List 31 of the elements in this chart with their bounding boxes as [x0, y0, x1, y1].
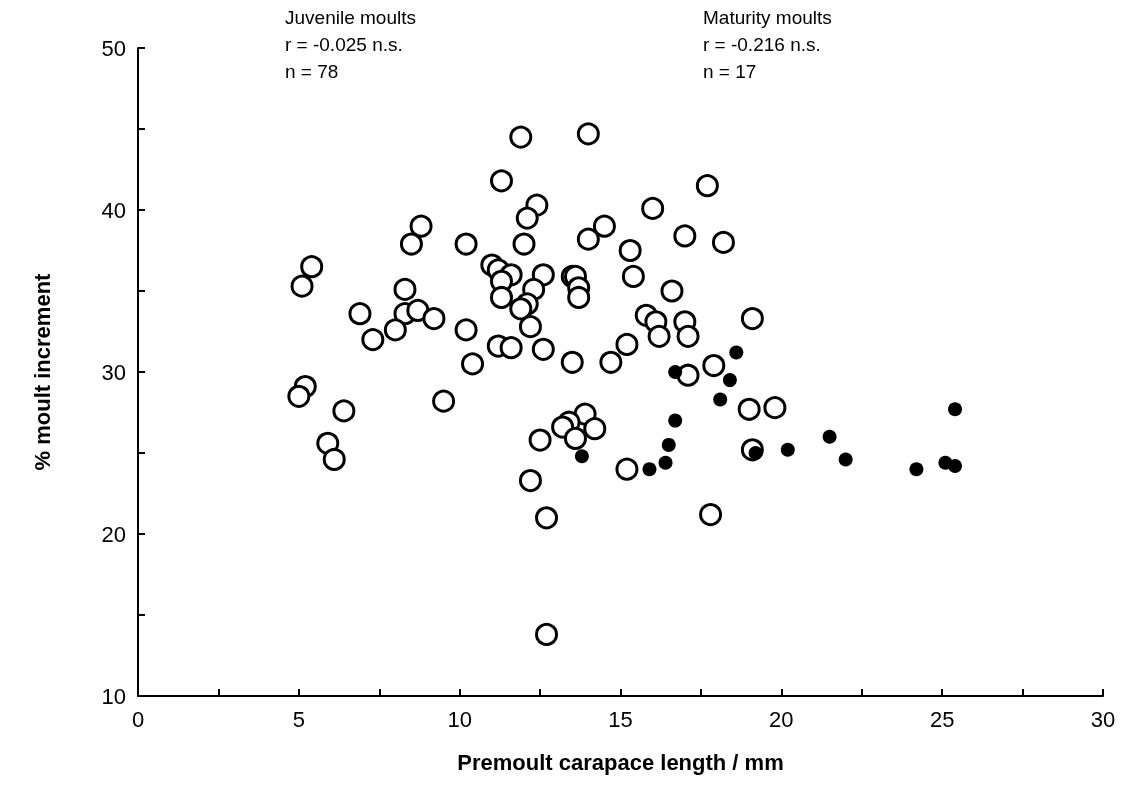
point: [838, 452, 853, 467]
point: [948, 458, 963, 473]
x-tick-label: 30: [1090, 706, 1116, 732]
x-tick-label: 20: [769, 706, 794, 732]
y-tick-label: 50: [101, 35, 126, 61]
point: [729, 345, 744, 360]
y-tick-label: 30: [101, 359, 126, 385]
y-tick-label: 40: [101, 197, 126, 223]
point: [642, 462, 657, 477]
annotation: Juvenile moults r = -0.025 n.s. n = 78: [285, 7, 416, 82]
annotation: Maturity moults r = -0.216 n.s. n = 17: [703, 7, 832, 82]
point: [661, 437, 676, 452]
point: [780, 442, 795, 457]
y-tick-label: 10: [101, 683, 126, 709]
point: [722, 373, 737, 388]
point: [948, 402, 963, 417]
x-tick-label: 15: [608, 706, 633, 732]
x-tick-label: 0: [131, 706, 145, 732]
point: [713, 392, 728, 407]
point: [668, 413, 683, 428]
point: [822, 429, 837, 444]
point: [909, 462, 924, 477]
point: [658, 455, 673, 470]
point: [574, 449, 589, 464]
y-axis-title: % moult increment: [29, 272, 55, 471]
y-tick-label: 20: [101, 521, 126, 547]
x-tick-label: 10: [447, 706, 472, 732]
point: [668, 365, 683, 379]
x-tick-label: 5: [292, 706, 305, 732]
x-axis-title: Premoult carapace length / mm: [457, 749, 784, 775]
x-tick-label: 25: [929, 706, 955, 732]
